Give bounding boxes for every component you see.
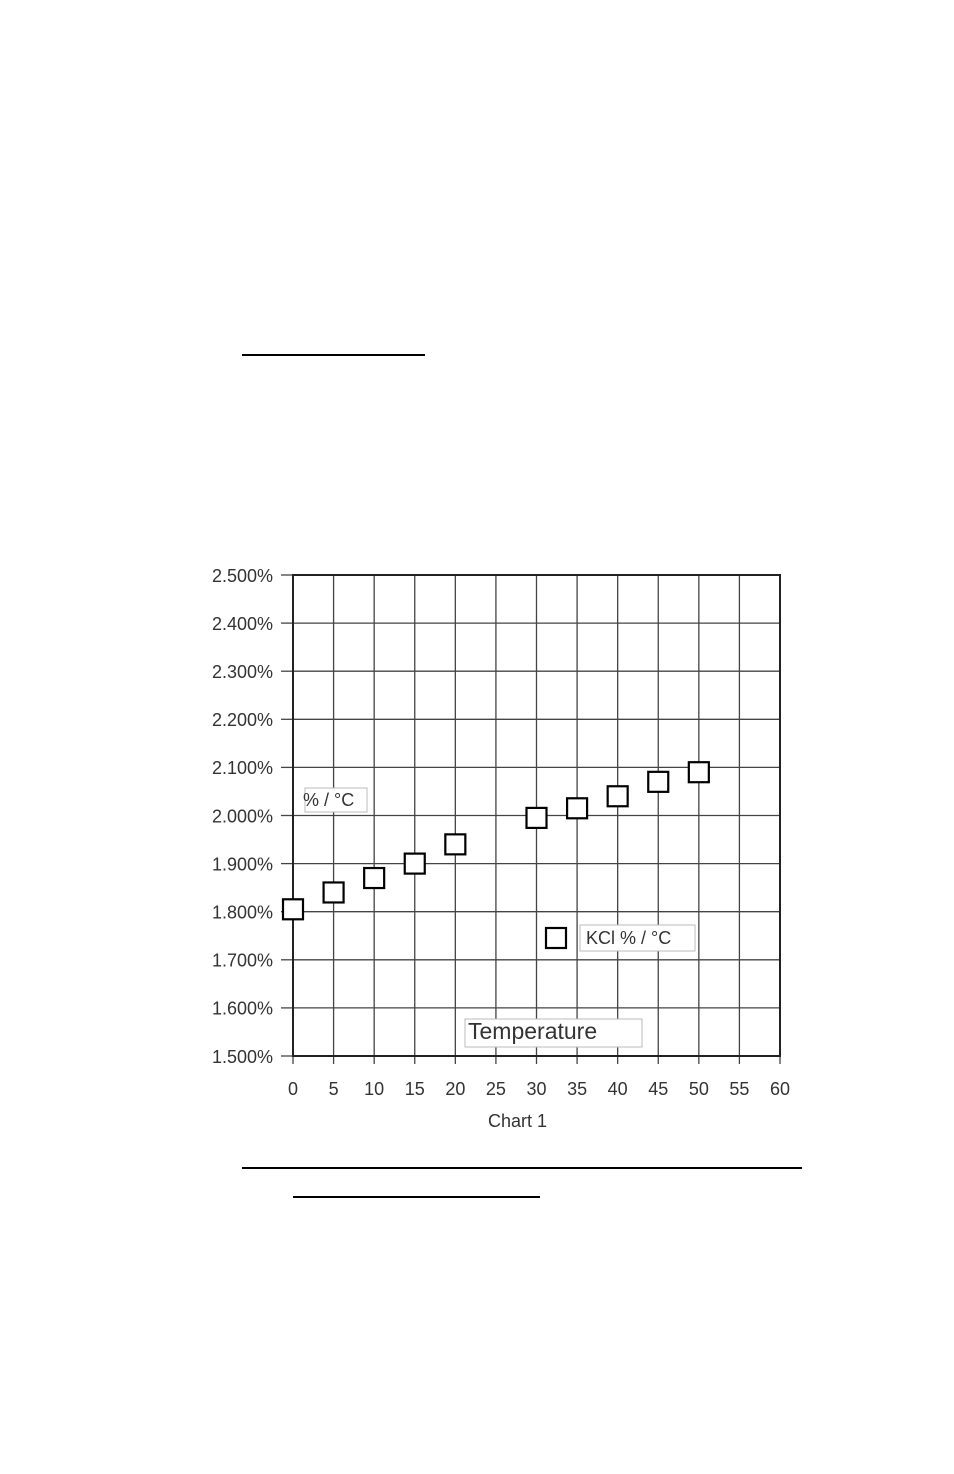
y-tick-label: 1.900% <box>212 854 273 874</box>
x-tick-label: 15 <box>405 1079 425 1099</box>
x-tick-label: 45 <box>648 1079 668 1099</box>
x-tick-label: 5 <box>329 1079 339 1099</box>
y-tick-label: 2.500% <box>212 566 273 586</box>
y-tick-label: 2.200% <box>212 710 273 730</box>
y-tick-label: 1.600% <box>212 999 273 1019</box>
x-tick-label: 0 <box>288 1079 298 1099</box>
plot-frame <box>292 574 781 1057</box>
y-tick-label: 2.000% <box>212 806 273 826</box>
y-tick-label: 2.400% <box>212 614 273 634</box>
y-tick-label: 2.300% <box>212 662 273 682</box>
x-tick-label: 25 <box>486 1079 506 1099</box>
x-tick-label: 10 <box>364 1079 384 1099</box>
data-point <box>525 806 548 830</box>
data-point <box>281 898 305 921</box>
y-tick-label: 1.500% <box>212 1047 273 1067</box>
data-point <box>363 866 386 890</box>
legend-label: KCl % / °C <box>586 928 671 948</box>
label-box <box>304 787 368 813</box>
y-axis-label: % / °C <box>303 790 354 810</box>
data-point <box>322 881 345 904</box>
data-point <box>444 833 467 856</box>
legend-box <box>579 924 696 952</box>
data-point <box>687 761 710 784</box>
x-tick-label: 60 <box>770 1079 790 1099</box>
y-tick-label: 1.700% <box>212 951 273 971</box>
data-point <box>565 797 589 820</box>
label-box <box>464 1018 643 1048</box>
y-tick-label: 1.800% <box>212 902 273 922</box>
data-point <box>606 785 629 808</box>
legend-marker <box>544 926 568 950</box>
y-tick-label: 2.100% <box>212 758 273 778</box>
x-axis-label: Temperature <box>468 1018 597 1044</box>
chart: 1.500% 1.600% 1.700% 1.800% 1.900% 2.000% 2.10… <box>212 566 790 1131</box>
data-point <box>403 852 426 875</box>
caption: Chart 1 <box>488 1111 547 1131</box>
data-point <box>647 770 670 793</box>
x-tick-label: 35 <box>567 1079 587 1099</box>
x-tick-label: 40 <box>608 1079 628 1099</box>
x-tick-label: 20 <box>445 1079 465 1099</box>
x-tick-label: 55 <box>729 1079 749 1099</box>
x-tick-label: 30 <box>526 1079 546 1099</box>
x-tick-label: 50 <box>689 1079 709 1099</box>
